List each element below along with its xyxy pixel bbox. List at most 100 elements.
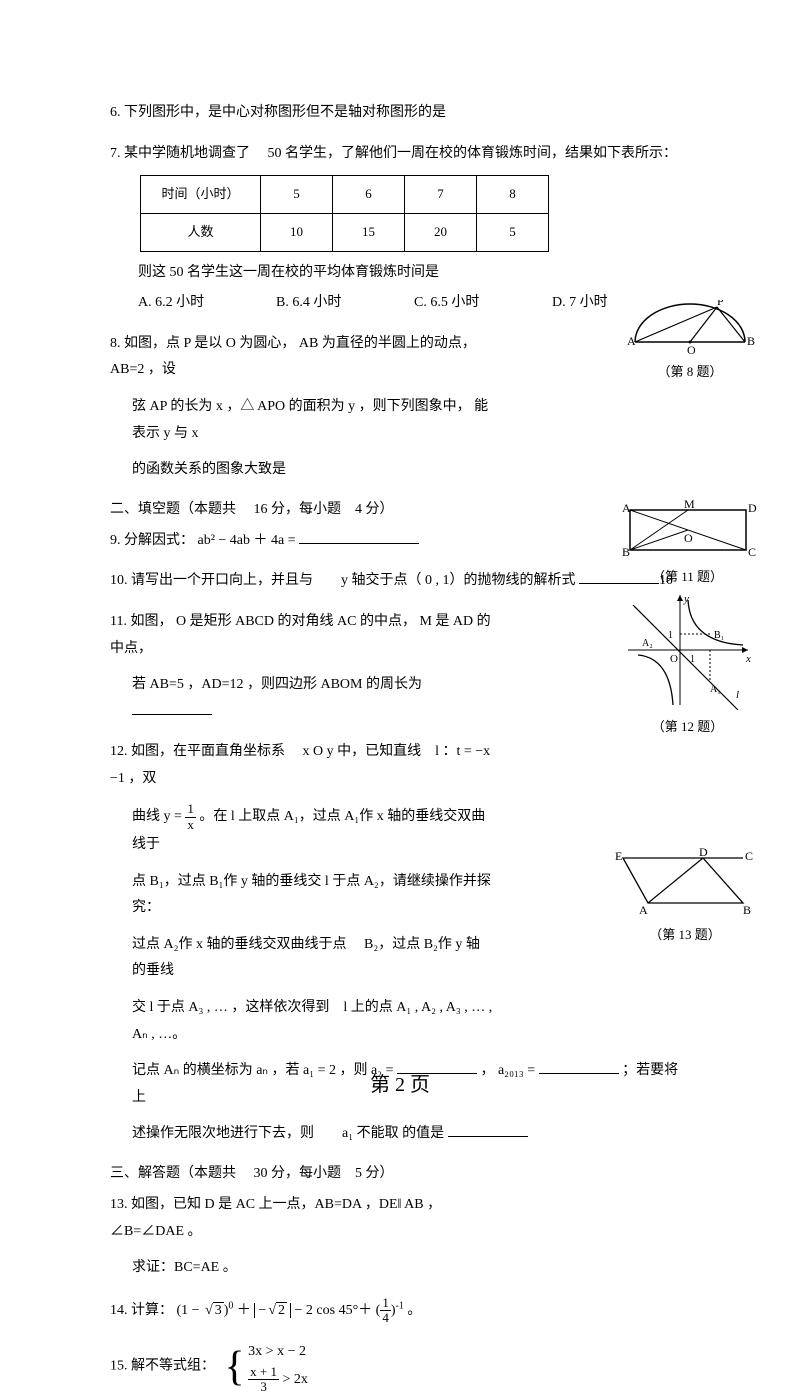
fig13-caption: （第 13 题）: [610, 924, 760, 943]
svg-text:P: P: [717, 300, 724, 308]
svg-text:A₁: A₁: [710, 684, 721, 695]
eq1: 3x > x − 2: [248, 1339, 308, 1364]
brace-icon: {: [225, 1346, 245, 1388]
table-cell: 人数: [141, 213, 261, 251]
fraction: 14: [380, 1296, 391, 1326]
question-7: 7. 某中学随机地调查了 50 名学生，了解他们一周在校的体育锻炼时间，结果如下…: [110, 141, 690, 317]
fig12-caption: （第 12 题）: [615, 716, 760, 735]
page-number: 第 2 页: [0, 1068, 800, 1097]
q13-num: 13.: [110, 1197, 128, 1212]
sqrt-icon: 3: [203, 1298, 224, 1325]
question-6: 6. 下列图形中，是中心对称图形但不是轴对称图形的是: [110, 100, 690, 127]
q12-l1: 如图，在平面直角坐标系 x O y 中，已知直线 l ：t = −x −1 ，双: [110, 744, 490, 786]
q14-num: 14.: [110, 1303, 128, 1318]
q7-num: 7.: [110, 146, 121, 161]
blank: [132, 701, 212, 715]
q7-table: 时间（小时） 5 6 7 8 人数 10 15 20 5: [140, 175, 549, 251]
q10-text: 请写出一个开口向上，并且与 y 轴交于点（ 0 , 1）的抛物线的解析式: [131, 573, 576, 588]
figure-12: y x O A₂ B₁ A₁ l 1 1 （第 12 题）: [615, 590, 760, 735]
svg-text:B: B: [622, 545, 630, 559]
svg-text:x: x: [745, 653, 751, 665]
svg-text:A₂: A₂: [642, 638, 653, 649]
expr-pre: (1 −: [177, 1303, 204, 1318]
svg-text:1: 1: [690, 654, 695, 665]
coordinate-plot-icon: y x O A₂ B₁ A₁ l 1 1: [618, 590, 758, 710]
q14-text: 计算：: [131, 1303, 173, 1318]
fig11-caption: （第 11 题）: [615, 566, 760, 585]
q15-num: 15.: [110, 1359, 128, 1374]
svg-text:A: A: [639, 903, 648, 917]
question-13: 13. 如图，已知 D 是 AC 上一点，AB=DA ，DE‖ AB ，∠B=∠…: [110, 1192, 690, 1282]
question-14: 14. 计算： (1 − 3)0 ＋ −2 − 2 cos 45°＋ (14)-…: [110, 1296, 690, 1326]
svg-text:O: O: [687, 343, 696, 355]
q7-text: 某中学随机地调查了 50 名学生，了解他们一周在校的体育锻炼时间，结果如下表所示…: [124, 146, 677, 161]
svg-text:A: A: [627, 334, 636, 348]
option-a: A. 6.2 小时: [138, 290, 276, 317]
q12-l4: 过点 A₂作 x 轴的垂线交双曲线于点 B₂，过点 B₂作 y 轴的垂线: [110, 932, 493, 985]
svg-text:l: l: [736, 689, 739, 701]
question-11: 11. 如图， O 是矩形 ABCD 的对角线 AC 的中点， M 是 AD 的…: [110, 609, 690, 725]
question-8: 8. 如图，点 P 是以 O 为圆心， AB 为直径的半圆上的动点， AB=2 …: [110, 331, 690, 484]
triangle-icon: E D C A B: [613, 848, 758, 918]
svg-text:E: E: [615, 849, 622, 863]
q6-num: 6.: [110, 105, 121, 120]
table-cell: 时间（小时）: [141, 176, 261, 214]
q10-num: 10.: [110, 573, 128, 588]
svg-text:B: B: [747, 334, 755, 348]
q7-after: 则这 50 名学生这一周在校的平均体育锻炼时间是: [110, 260, 690, 287]
table-cell: 6: [333, 176, 405, 214]
q12-l5: 交 l 于点 A₃ , … ，这样依次得到 l 上的点 A₁ , A₂ , A₃…: [110, 995, 493, 1048]
svg-text:A: A: [622, 501, 631, 515]
svg-text:O: O: [684, 531, 693, 545]
q9-text: 分解因式： ab² − 4ab ＋ 4a =: [124, 533, 296, 548]
q11-l1: 如图， O 是矩形 ABCD 的对角线 AC 的中点， M 是 AD 的中点，: [110, 614, 491, 656]
svg-text:M: M: [684, 500, 695, 511]
table-cell: 20: [405, 213, 477, 251]
system-body: 3x > x − 2 x + 13 > 2x: [248, 1339, 308, 1394]
q13-l1: 如图，已知 D 是 AC 上一点，AB=DA ，DE‖ AB ，∠B=∠DAE …: [110, 1197, 441, 1239]
q8-num: 8.: [110, 336, 121, 351]
table-cell: 7: [405, 176, 477, 214]
semicircle-icon: A B O P: [625, 300, 755, 355]
q13-l2: 求证：BC=AE 。: [110, 1255, 493, 1282]
figure-11: A D B C M O （第 11 题）: [615, 500, 760, 585]
q8-l1: 如图，点 P 是以 O 为圆心， AB 为直径的半圆上的动点， AB=2 ，设: [110, 336, 476, 378]
section-3-header: 三、解答题（本题共 30 分，每小题 5 分）: [110, 1162, 690, 1182]
q12-l3: 点 B₁，过点 B₁作 y 轴的垂线交 l 于点 A₂，请继续操作并探究：: [110, 869, 493, 922]
table-cell: 10: [261, 213, 333, 251]
svg-text:D: D: [748, 501, 757, 515]
option-c: C. 6.5 小时: [414, 290, 552, 317]
figure-8: A B O P （第 8 题）: [620, 300, 760, 380]
svg-text:C: C: [745, 849, 753, 863]
q8-l2: 弦 AP 的长为 x ，△ APO 的面积为 y ，则下列图象中， 能表示 y …: [110, 394, 493, 447]
svg-text:y: y: [683, 593, 689, 605]
svg-text:O: O: [670, 653, 678, 665]
blank: [448, 1123, 528, 1137]
q11-l2: 若 AB=5 ，AD=12 ，则四边形 ABOM 的周长为: [132, 677, 422, 692]
question-10: 10. 请写出一个开口向上，并且与 y 轴交于点（ 0 , 1）的抛物线的解析式…: [110, 568, 690, 595]
question-15: 15. 解不等式组： { 3x > x − 2 x + 13 > 2x: [110, 1339, 690, 1394]
option-b: B. 6.4 小时: [276, 290, 414, 317]
figure-13: E D C A B （第 13 题）: [610, 848, 760, 943]
q12-l7a: 述操作无限次地进行下去，则 a₁ 不能取 的值是: [132, 1126, 444, 1141]
table-cell: 15: [333, 213, 405, 251]
rectangle-icon: A D B C M O: [618, 500, 758, 560]
q15-text: 解不等式组：: [131, 1359, 215, 1374]
eq2: x + 13 > 2x: [248, 1365, 308, 1394]
q9-num: 9.: [110, 533, 121, 548]
table-cell: 8: [477, 176, 549, 214]
svg-text:C: C: [748, 545, 756, 559]
q12-l2a: 曲线 y =: [132, 809, 185, 824]
svg-text:D: D: [699, 848, 708, 859]
fraction: 1x: [185, 802, 196, 832]
q8-l3: 的函数关系的图象大致是: [110, 457, 493, 484]
table-cell: 5: [261, 176, 333, 214]
svg-text:B: B: [743, 903, 751, 917]
q6-text: 下列图形中，是中心对称图形但不是轴对称图形的是: [124, 105, 446, 120]
svg-text:B₁: B₁: [714, 630, 724, 641]
abs-icon: −2: [254, 1303, 291, 1318]
q7-options: A. 6.2 小时 B. 6.4 小时 C. 6.5 小时 D. 7 小时: [110, 290, 690, 317]
section-2-header: 二、填空题（本题共 16 分，每小题 4 分）: [110, 498, 690, 518]
q11-num: 11.: [110, 614, 127, 629]
question-9: 9. 分解因式： ab² − 4ab ＋ 4a =: [110, 528, 690, 555]
